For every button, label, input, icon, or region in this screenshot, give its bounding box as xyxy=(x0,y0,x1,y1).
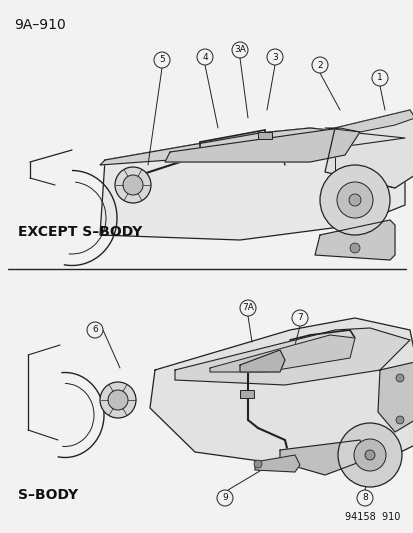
Text: 94158  910: 94158 910 xyxy=(344,512,399,522)
Text: 7: 7 xyxy=(297,313,302,322)
Circle shape xyxy=(395,374,403,382)
Text: 1: 1 xyxy=(376,74,382,83)
Text: S–BODY: S–BODY xyxy=(18,488,78,502)
Polygon shape xyxy=(100,128,404,240)
Circle shape xyxy=(336,182,372,218)
Polygon shape xyxy=(150,318,413,468)
Text: 9: 9 xyxy=(222,494,227,503)
Circle shape xyxy=(154,52,170,68)
Text: 5: 5 xyxy=(159,55,164,64)
Polygon shape xyxy=(175,328,409,385)
Circle shape xyxy=(231,42,247,58)
Circle shape xyxy=(337,423,401,487)
Polygon shape xyxy=(314,220,394,260)
Polygon shape xyxy=(240,350,284,372)
Text: 3A: 3A xyxy=(233,45,245,54)
Circle shape xyxy=(311,57,327,73)
Circle shape xyxy=(216,490,233,506)
Text: 2: 2 xyxy=(316,61,322,69)
Circle shape xyxy=(395,416,403,424)
Circle shape xyxy=(349,243,359,253)
Polygon shape xyxy=(254,455,299,472)
Bar xyxy=(240,390,254,398)
Circle shape xyxy=(353,439,385,471)
Circle shape xyxy=(371,70,387,86)
Polygon shape xyxy=(100,128,404,165)
Circle shape xyxy=(266,49,282,65)
Circle shape xyxy=(123,175,142,195)
Circle shape xyxy=(108,390,128,410)
Text: 4: 4 xyxy=(202,52,207,61)
Circle shape xyxy=(100,382,136,418)
Circle shape xyxy=(364,450,374,460)
Text: EXCEPT S–BODY: EXCEPT S–BODY xyxy=(18,225,142,239)
Polygon shape xyxy=(377,362,413,432)
Text: 8: 8 xyxy=(361,494,367,503)
Circle shape xyxy=(115,167,151,203)
Text: 6: 6 xyxy=(92,326,97,335)
Circle shape xyxy=(254,460,261,468)
Circle shape xyxy=(291,310,307,326)
Text: 3: 3 xyxy=(271,52,277,61)
Polygon shape xyxy=(279,440,364,475)
Circle shape xyxy=(87,322,103,338)
Polygon shape xyxy=(324,110,413,132)
Circle shape xyxy=(348,194,360,206)
Circle shape xyxy=(319,165,389,235)
Polygon shape xyxy=(209,335,354,372)
Text: 7A: 7A xyxy=(242,303,253,312)
Polygon shape xyxy=(165,128,359,162)
Circle shape xyxy=(197,49,212,65)
Text: 9A–910: 9A–910 xyxy=(14,18,66,32)
Polygon shape xyxy=(324,110,413,188)
Bar xyxy=(257,132,271,139)
Circle shape xyxy=(240,300,255,316)
Circle shape xyxy=(356,490,372,506)
